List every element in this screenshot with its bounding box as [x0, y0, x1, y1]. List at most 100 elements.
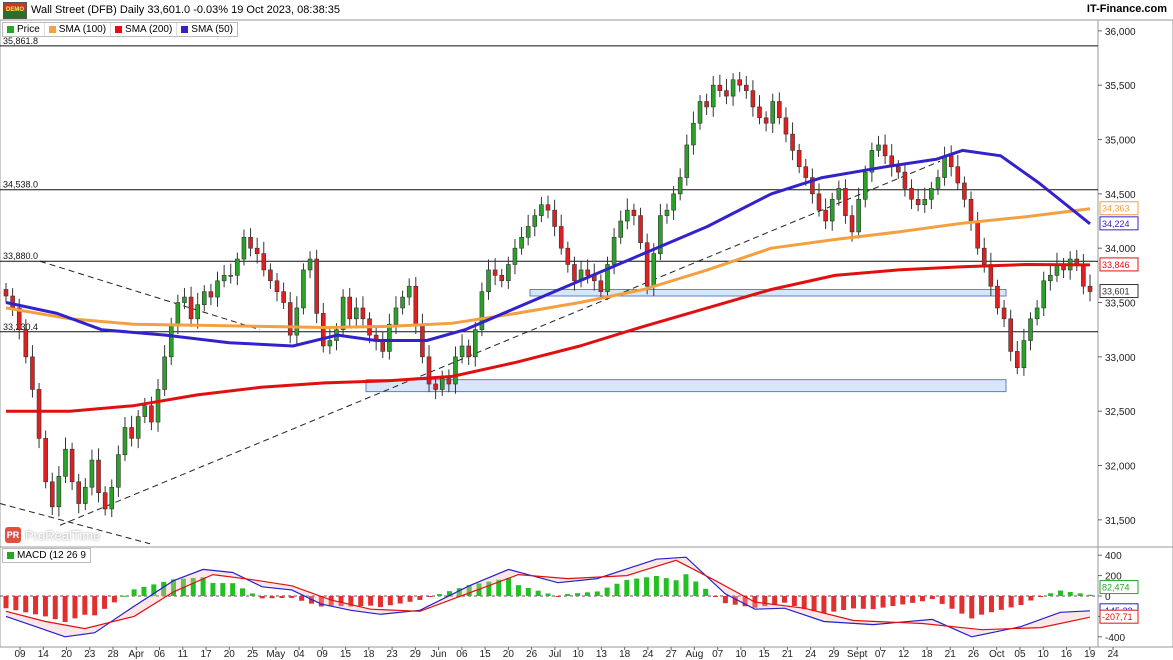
candle-body	[241, 237, 247, 260]
candle-body	[228, 275, 234, 277]
price-tag-label: 34,363	[1102, 204, 1130, 214]
candle-body	[499, 275, 505, 282]
candle-body	[360, 307, 366, 320]
macd-histogram-bar	[575, 593, 581, 596]
macd-histogram-bar	[42, 595, 48, 617]
trendline-rising	[59, 160, 941, 526]
y-tick-label: 36,000	[1105, 27, 1136, 38]
candle-body	[459, 345, 465, 358]
macd-histogram-bar	[348, 595, 354, 607]
macd-histogram-bar	[683, 574, 689, 596]
candle-body	[737, 79, 742, 86]
macd-histogram-bar	[535, 590, 541, 596]
macd-histogram-bar	[13, 595, 19, 611]
macd-histogram-bar	[141, 586, 147, 596]
macd-histogram-bar	[417, 595, 423, 600]
candle-body	[83, 486, 88, 504]
macd-histogram-bar	[929, 595, 935, 600]
macd-histogram-bar	[979, 595, 985, 615]
price-tag-label: 33,846	[1102, 260, 1130, 270]
candle-body	[69, 448, 75, 483]
macd-histogram-bar	[1018, 595, 1024, 605]
x-tick-label: 13	[596, 649, 608, 660]
candle-body	[56, 476, 62, 508]
candle-body	[1081, 264, 1086, 287]
candle-body	[16, 307, 22, 330]
macd-histogram-bar	[190, 577, 196, 596]
candle-body	[268, 269, 273, 282]
candle-body	[3, 289, 9, 297]
level-label: 34,538.0	[3, 180, 38, 190]
candle-body	[532, 215, 538, 227]
legend-item-sma100[interactable]: SMA (100)	[45, 23, 112, 36]
y-tick-label: 35,500	[1105, 81, 1136, 92]
candle-body	[221, 275, 227, 282]
macd-histogram-bar	[584, 592, 590, 596]
candle-body	[757, 106, 762, 119]
candle-body	[763, 117, 769, 124]
macd-histogram-bar	[407, 595, 413, 602]
macd-histogram-bar	[318, 595, 324, 607]
macd-histogram-bar	[466, 585, 472, 596]
macd-histogram-bar	[545, 593, 551, 596]
candle-body	[717, 84, 723, 91]
macd-histogram-bar	[1057, 590, 1063, 596]
macd-histogram-bar	[259, 595, 265, 599]
macd-histogram-bar	[496, 579, 502, 596]
candle-body	[446, 378, 452, 385]
candle-body	[684, 144, 690, 178]
candle-body	[116, 454, 121, 488]
macd-histogram-bar	[772, 595, 778, 605]
candle-body	[565, 247, 571, 265]
macd-histogram-bar	[299, 595, 305, 601]
candle-body	[195, 304, 200, 320]
macd-histogram-bar	[860, 595, 866, 609]
x-tick-label: 06	[154, 649, 166, 660]
macd-histogram-bar	[161, 581, 167, 596]
macd-histogram-bar	[565, 594, 571, 596]
macd-histogram-bar	[910, 595, 916, 603]
watermark-text: ProRealTime	[25, 527, 101, 543]
trendline-lower	[0, 503, 151, 545]
macd-legend[interactable]: MACD (12 26 9	[2, 548, 91, 563]
macd-histogram-bar	[555, 595, 561, 597]
legend-item-sma50[interactable]: SMA (50)	[177, 23, 237, 36]
legend-item-sma200[interactable]: SMA (200)	[111, 23, 178, 36]
candle-body	[915, 198, 921, 206]
candle-body	[697, 101, 703, 124]
x-tick-label: 15	[340, 649, 352, 660]
x-tick-label: 21	[945, 649, 957, 660]
candle-body	[909, 188, 914, 200]
candle-body	[261, 253, 267, 271]
candle-body	[981, 247, 987, 265]
candle-body	[539, 204, 544, 216]
candle-body	[215, 280, 220, 298]
candle-body	[962, 182, 967, 200]
macd-histogram-bar	[220, 583, 226, 596]
y-tick-label: 32,500	[1105, 407, 1136, 418]
macd-histogram-bar	[121, 595, 127, 597]
macd-histogram-bar	[594, 591, 600, 596]
macd-histogram-bar	[131, 589, 137, 596]
candle-body	[849, 215, 855, 233]
macd-histogram-bar	[338, 595, 344, 607]
price-tag-box	[1099, 257, 1139, 272]
x-tick-label: 09	[317, 649, 329, 660]
y-tick-label: 35,000	[1105, 136, 1136, 147]
x-tick-label: 18	[363, 649, 375, 660]
candle-body	[519, 237, 524, 249]
macd-histogram-bar	[604, 587, 610, 596]
x-tick-label: 07	[875, 649, 887, 660]
legend-item-price[interactable]: Price	[3, 23, 45, 36]
candle-body	[896, 166, 901, 173]
candle-body	[922, 198, 928, 206]
candle-body	[585, 269, 590, 276]
candle-body	[287, 302, 293, 336]
x-tick-label: 23	[387, 649, 399, 660]
macd-histogram-bar	[782, 595, 788, 603]
x-tick-label: 10	[735, 649, 747, 660]
macd-histogram-bar	[397, 595, 403, 604]
macd-y-tick-label: -400	[1105, 633, 1125, 644]
legend-swatch	[48, 26, 56, 33]
